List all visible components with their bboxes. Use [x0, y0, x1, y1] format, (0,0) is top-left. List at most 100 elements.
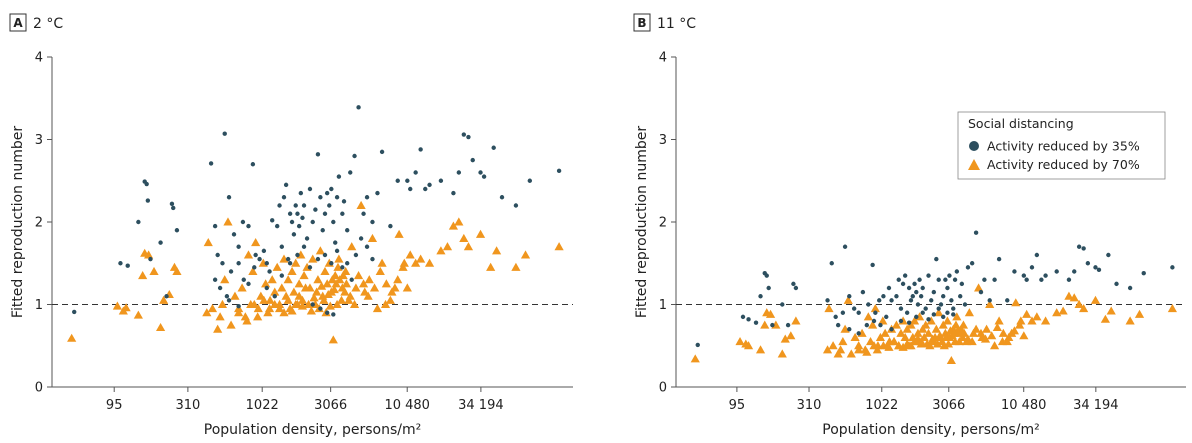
- y-tick-label: 2: [35, 216, 43, 231]
- data-point-circle: [310, 302, 315, 307]
- data-point-circle: [1039, 277, 1044, 282]
- data-point-circle: [334, 248, 340, 254]
- data-point-circle: [770, 322, 775, 328]
- data-point-circle: [943, 277, 948, 282]
- data-point-circle: [236, 303, 241, 309]
- data-point-circle: [315, 152, 321, 157]
- data-point-circle: [851, 306, 857, 311]
- data-point-circle: [315, 256, 321, 262]
- data-point-circle: [833, 314, 838, 320]
- data-point-triangle: [207, 304, 218, 313]
- data-point-triangle: [220, 275, 230, 284]
- data-point-triangle: [989, 341, 1000, 350]
- data-point-triangle: [1004, 332, 1014, 341]
- data-point-triangle: [1027, 316, 1037, 325]
- data-point-triangle: [264, 304, 275, 313]
- data-point-triangle: [459, 233, 469, 242]
- data-point-triangle: [356, 200, 366, 209]
- data-point-triangle: [287, 266, 297, 275]
- data-point-triangle: [1125, 316, 1135, 325]
- data-point-triangle: [690, 354, 700, 363]
- data-point-triangle: [786, 331, 796, 340]
- data-point-circle: [764, 273, 769, 278]
- data-point-triangle: [223, 217, 233, 226]
- data-point-circle: [331, 219, 336, 225]
- data-point-circle: [320, 228, 325, 233]
- data-point-circle: [829, 261, 834, 266]
- data-point-circle: [1114, 281, 1119, 287]
- data-point-circle: [847, 294, 852, 299]
- data-point-circle: [333, 240, 338, 245]
- panel-title: 2 °C: [33, 16, 63, 32]
- data-point-triangle: [854, 341, 864, 350]
- data-point-circle: [174, 228, 180, 233]
- data-point-triangle: [306, 306, 316, 315]
- legend-box: [957, 111, 1166, 180]
- data-point-circle: [408, 186, 413, 192]
- data-point-circle: [301, 244, 307, 249]
- y-tick-label: 1: [35, 298, 43, 313]
- data-point-circle: [340, 265, 345, 270]
- data-point-triangle: [958, 332, 968, 341]
- data-point-circle: [379, 149, 385, 155]
- data-point-triangle: [777, 349, 787, 358]
- data-point-triangle: [121, 303, 131, 312]
- data-point-circle: [938, 302, 944, 307]
- data-point-triangle: [405, 250, 415, 259]
- data-point-circle: [336, 174, 342, 179]
- data-point-circle: [281, 195, 287, 200]
- data-point-triangle: [291, 299, 301, 308]
- data-point-triangle: [300, 283, 311, 292]
- data-point-circle: [780, 302, 785, 307]
- data-point-circle: [158, 240, 163, 245]
- data-point-circle: [873, 310, 878, 315]
- data-point-triangle: [263, 308, 273, 317]
- data-point-triangle: [926, 316, 936, 325]
- data-point-circle: [395, 178, 400, 183]
- data-point-circle: [825, 298, 830, 303]
- data-point-circle: [915, 302, 921, 307]
- data-point-triangle: [299, 271, 309, 280]
- data-point-circle: [1034, 252, 1040, 258]
- data-point-circle: [936, 306, 941, 311]
- data-point-circle: [413, 170, 418, 175]
- data-point-triangle: [964, 308, 974, 317]
- data-point-triangle: [916, 339, 926, 348]
- data-point-circle: [926, 317, 931, 322]
- data-point-circle: [125, 263, 130, 268]
- data-point-circle: [914, 289, 919, 295]
- data-point-circle: [257, 256, 262, 262]
- data-point-triangle: [862, 347, 872, 356]
- data-point-circle: [289, 219, 295, 225]
- data-point-circle: [513, 203, 519, 208]
- data-point-circle: [886, 285, 892, 291]
- data-point-circle: [1054, 269, 1059, 274]
- data-point-circle: [1096, 267, 1102, 273]
- data-point-triangle: [226, 320, 236, 329]
- data-point-circle: [283, 182, 289, 188]
- data-point-triangle: [824, 304, 834, 313]
- data-point-triangle: [345, 291, 355, 300]
- data-point-triangle: [475, 229, 486, 238]
- data-point-circle: [758, 294, 763, 299]
- data-point-triangle: [919, 332, 929, 341]
- data-point-circle: [264, 261, 269, 266]
- data-point-triangle: [377, 258, 387, 267]
- y-tick-label: 3: [35, 133, 43, 148]
- data-point-circle: [898, 318, 904, 324]
- data-point-triangle: [335, 275, 345, 284]
- data-point-circle: [212, 223, 218, 229]
- x-tick-label: 10 480: [384, 398, 430, 413]
- data-point-triangle: [372, 304, 383, 313]
- legend-marker-triangle: [968, 159, 980, 170]
- data-point-circle: [902, 273, 908, 278]
- data-point-circle: [1012, 269, 1017, 274]
- data-point-circle: [766, 285, 771, 291]
- data-point-triangle: [261, 279, 271, 288]
- y-axis-title: Fitted reproduction number: [634, 126, 650, 318]
- data-point-circle: [912, 281, 917, 287]
- data-point-circle: [295, 211, 300, 216]
- data-point-triangle: [277, 283, 287, 292]
- data-point-circle: [236, 244, 241, 249]
